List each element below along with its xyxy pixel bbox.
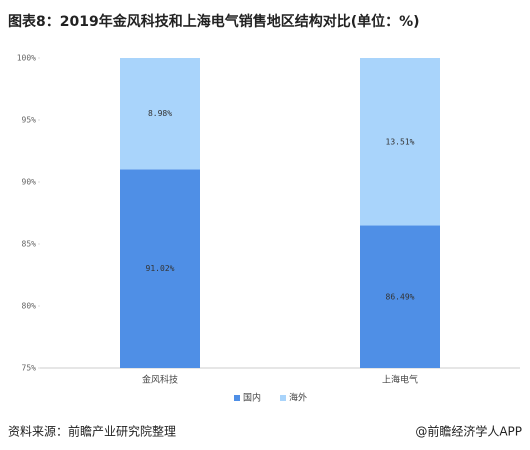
value-label: 86.49% <box>386 292 415 301</box>
y-tick-label: 80% <box>22 302 37 311</box>
source: 资料来源：前瞻产业研究院整理 <box>8 424 176 439</box>
x-tick-label: 金风科技 <box>142 374 178 386</box>
y-tick-label: 95% <box>22 116 37 125</box>
legend-label: 海外 <box>289 392 307 404</box>
credit: @前瞻经济学人APP <box>415 424 522 439</box>
chart-title: 图表8：2019年金风科技和上海电气销售地区结构对比(单位：%) <box>8 13 420 30</box>
legend-swatch <box>280 395 286 401</box>
y-tick-label: 75% <box>22 364 37 373</box>
value-label: 8.98% <box>148 109 172 118</box>
bar-segment <box>360 58 440 226</box>
bar-segment <box>120 58 200 170</box>
y-tick-label: 100% <box>17 54 36 63</box>
y-tick-label: 85% <box>22 240 37 249</box>
legend-label: 国内 <box>243 392 261 404</box>
x-tick-label: 上海电气 <box>382 374 418 386</box>
value-label: 91.02% <box>146 264 175 273</box>
bar-segment <box>360 225 440 368</box>
legend-swatch <box>234 395 240 401</box>
y-tick-label: 90% <box>22 178 37 187</box>
value-label: 13.51% <box>386 137 415 146</box>
bar-segment <box>120 169 200 368</box>
